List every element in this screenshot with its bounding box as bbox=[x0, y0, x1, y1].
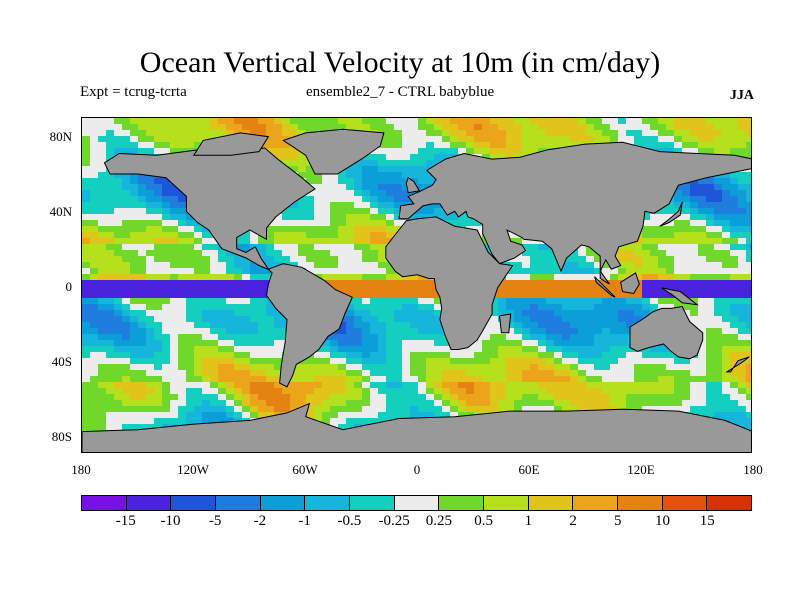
colorbar-label: 0.25 bbox=[425, 513, 452, 529]
lat-label-equator: 0 bbox=[65, 279, 73, 294]
colorbar-swatch bbox=[126, 496, 172, 510]
colorbar-label: 10 bbox=[655, 513, 671, 529]
map-panel bbox=[81, 117, 752, 453]
colorbar-swatch bbox=[171, 496, 217, 510]
experiment-label: Expt = tcrug-tcrta bbox=[80, 84, 187, 100]
colorbar-label: 1 bbox=[524, 513, 533, 529]
map-title: Ocean Vertical Velocity at 10m (in cm/da… bbox=[139, 46, 661, 79]
colorbar-swatch bbox=[305, 496, 351, 510]
borneo-landmass bbox=[620, 272, 640, 295]
colorbar-swatch bbox=[350, 496, 395, 510]
colorbar-swatch bbox=[484, 496, 529, 510]
new-guinea-landmass bbox=[661, 287, 699, 306]
colorbar-swatch bbox=[82, 496, 127, 510]
colorbar-swatch bbox=[662, 496, 708, 510]
africa-landmass bbox=[385, 216, 514, 350]
lon-label-180e: 180 bbox=[743, 462, 763, 477]
colorbar-label: -1 bbox=[298, 513, 311, 529]
greenland-landmass bbox=[282, 128, 385, 175]
colorbar-label: -5 bbox=[208, 513, 222, 529]
colorbar-label: -15 bbox=[115, 513, 136, 529]
japan-landmass bbox=[659, 201, 683, 227]
uk-landmass bbox=[405, 176, 421, 194]
south-america-landmass bbox=[265, 263, 353, 388]
lat-label-40n: 40N bbox=[49, 204, 72, 219]
lat-label-40s: 40S bbox=[51, 354, 72, 369]
ensemble-label: ensemble2_7 - CTRL babyblue bbox=[306, 84, 495, 100]
colorbar-label: 2 bbox=[569, 513, 577, 529]
season-label: JJA bbox=[729, 88, 754, 103]
madagascar-landmass bbox=[498, 313, 512, 334]
lat-label-80s: 80S bbox=[51, 429, 72, 444]
colorbar-swatch bbox=[439, 496, 485, 510]
colorbar-label: 15 bbox=[699, 513, 715, 529]
land-masses bbox=[82, 128, 751, 452]
australia-landmass bbox=[629, 305, 704, 360]
lon-label-120e: 120E bbox=[627, 462, 655, 477]
sumatra-landmass bbox=[594, 276, 616, 298]
lon-label-60w: 60W bbox=[292, 462, 318, 477]
colorbar-swatch bbox=[573, 496, 619, 510]
lat-label-80n: 80N bbox=[49, 129, 72, 144]
world-map bbox=[82, 118, 751, 452]
lon-label-180w: 180 bbox=[71, 462, 91, 477]
colorbar-swatch bbox=[260, 496, 306, 510]
colorbar-label: 0.5 bbox=[474, 513, 493, 529]
colorbar-label: 5 bbox=[614, 513, 622, 529]
lon-label-0: 0 bbox=[413, 462, 421, 477]
colorbar-label: -0.25 bbox=[378, 513, 410, 529]
antarctica-landmass bbox=[82, 402, 751, 452]
colorbar-label: -2 bbox=[253, 513, 267, 529]
colorbar-swatch bbox=[618, 496, 663, 510]
arctic-islands-landmass bbox=[192, 132, 270, 156]
colorbar-label: -0.5 bbox=[337, 513, 362, 529]
new-zealand-landmass bbox=[725, 356, 750, 373]
eurasia-landmass bbox=[398, 141, 751, 285]
colorbar-label: -10 bbox=[160, 513, 181, 529]
colorbar-swatch bbox=[707, 496, 752, 510]
colorbar-swatch bbox=[528, 496, 574, 510]
lon-label-60e: 60E bbox=[518, 462, 540, 477]
colorbar-swatch bbox=[216, 496, 261, 510]
lon-label-120w: 120W bbox=[177, 462, 209, 477]
colorbar bbox=[81, 495, 752, 511]
colorbar-swatch bbox=[394, 496, 440, 510]
